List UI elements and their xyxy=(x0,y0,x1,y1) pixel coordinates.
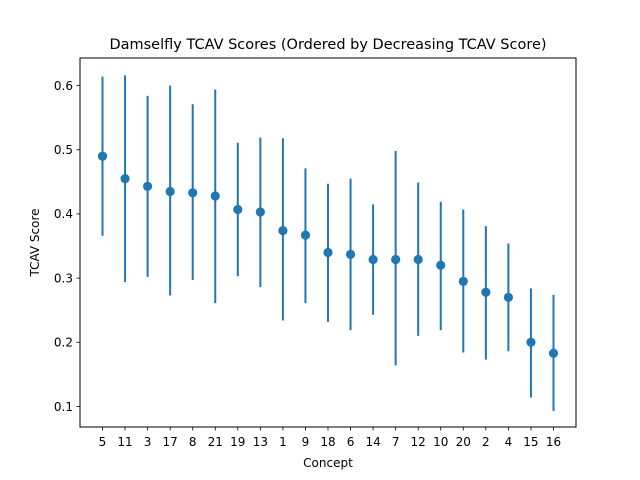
data-point-20 xyxy=(458,276,468,286)
x-tick-label: 7 xyxy=(392,435,400,449)
x-tick-label: 20 xyxy=(456,435,471,449)
y-tick-label: 0.6 xyxy=(54,79,73,93)
data-point-17 xyxy=(165,186,175,197)
x-tick-label: 8 xyxy=(189,435,197,449)
plot-area: 0.10.20.30.40.50.65 11 3 17 8 21 19 13 1 9 18 6 14 7 1… xyxy=(54,75,561,449)
x-tick-label: 10 xyxy=(433,435,448,449)
x-tick-label: 17 xyxy=(163,435,178,449)
data-point-13 xyxy=(255,207,265,217)
x-axis-label: Concept xyxy=(303,456,353,470)
data-point-7 xyxy=(391,254,401,265)
data-point-3 xyxy=(143,181,153,191)
x-tick-label: 6 xyxy=(347,435,355,449)
data-point-21 xyxy=(210,191,220,201)
x-tick-label: 19 xyxy=(230,435,245,449)
data-point-16 xyxy=(548,348,559,358)
data-point-19 xyxy=(233,204,243,215)
x-tick-label: 5 xyxy=(99,435,107,449)
data-point-10 xyxy=(436,260,446,270)
x-tick-label: 14 xyxy=(365,435,380,449)
x-tick-label: 12 xyxy=(411,435,426,449)
y-tick-label: 0.1 xyxy=(54,400,73,414)
y-axis-label: TCAV Score xyxy=(28,208,42,277)
x-tick-label: 18 xyxy=(320,435,335,449)
x-tick-label: 11 xyxy=(117,435,132,449)
data-point-8 xyxy=(188,188,198,198)
x-tick-label: 15 xyxy=(523,435,538,449)
y-tick-label: 0.2 xyxy=(54,336,73,350)
data-point-14 xyxy=(368,254,378,265)
data-point-5 xyxy=(97,151,108,161)
data-point-11 xyxy=(120,174,130,184)
y-tick-label: 0.4 xyxy=(54,207,73,221)
y-tick-label: 0.3 xyxy=(54,271,73,285)
data-point-12 xyxy=(413,254,423,265)
plot-frame xyxy=(79,57,577,428)
x-tick-label: 4 xyxy=(505,435,513,449)
x-tick-label: 16 xyxy=(546,435,561,449)
x-tick-label: 21 xyxy=(208,435,223,449)
data-point-2 xyxy=(481,287,491,297)
y-tick-label: 0.5 xyxy=(54,143,73,157)
x-tick-label: 2 xyxy=(482,435,490,449)
x-tick-label: 13 xyxy=(253,435,268,449)
x-tick-label: 3 xyxy=(144,435,152,449)
x-tick-label: 1 xyxy=(279,435,287,449)
data-point-18 xyxy=(323,247,333,258)
chart-title: Damselfly TCAV Scores (Ordered by Decrea… xyxy=(109,37,546,53)
data-point-4 xyxy=(503,292,513,302)
data-point-1 xyxy=(278,226,288,236)
data-point-15 xyxy=(526,337,536,347)
data-point-6 xyxy=(345,249,356,259)
data-point-9 xyxy=(300,230,311,240)
x-tick-label: 9 xyxy=(302,435,310,449)
